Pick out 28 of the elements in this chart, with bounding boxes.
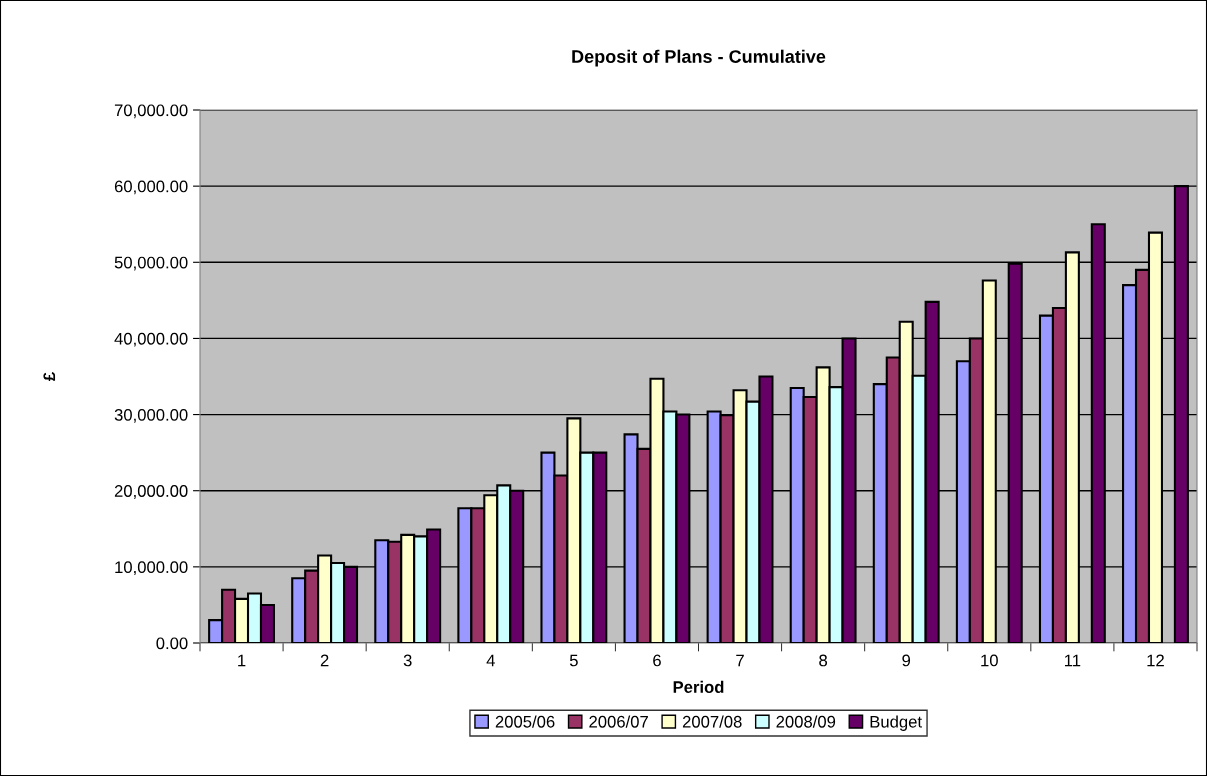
legend-label: 2006/07 [589, 715, 648, 728]
chart-title: Deposit of Plans - Cumulative [572, 49, 826, 67]
x-tick-label: 10 [981, 654, 998, 667]
legend-label: 2008/09 [776, 715, 836, 728]
x-tick-label: 9 [902, 654, 911, 667]
x-tick-label: 2 [320, 654, 329, 667]
x-tick-label: 7 [736, 654, 744, 667]
y-tick-label: 70,000.00 [114, 104, 188, 119]
x-tick-label: 5 [569, 654, 578, 667]
y-tick-label: 30,000.00 [114, 408, 188, 423]
x-tick-label: 8 [819, 654, 828, 667]
y-tick-label: 40,000.00 [114, 332, 188, 347]
legend-label: 2005/06 [495, 715, 555, 728]
x-tick-label: 6 [653, 654, 661, 667]
x-tick-label: 11 [1064, 654, 1081, 667]
y-axis-title: £ [43, 372, 56, 381]
legend-label: 2007/08 [682, 715, 742, 728]
x-axis-title: Period [673, 680, 724, 693]
x-tick-label: 3 [403, 654, 412, 667]
y-tick-label: 10,000.00 [115, 561, 188, 576]
y-tick-label: 60,000.00 [114, 180, 188, 195]
legend-label: Budget [870, 715, 922, 731]
x-tick-label: 4 [486, 654, 495, 667]
x-tick-label: 1 [238, 654, 246, 667]
y-tick-label: 50,000.00 [114, 256, 188, 271]
y-tick-label: 20,000.00 [114, 485, 188, 499]
x-tick-label: 12 [1147, 654, 1164, 667]
y-tick-label: 0.00 [156, 637, 188, 650]
